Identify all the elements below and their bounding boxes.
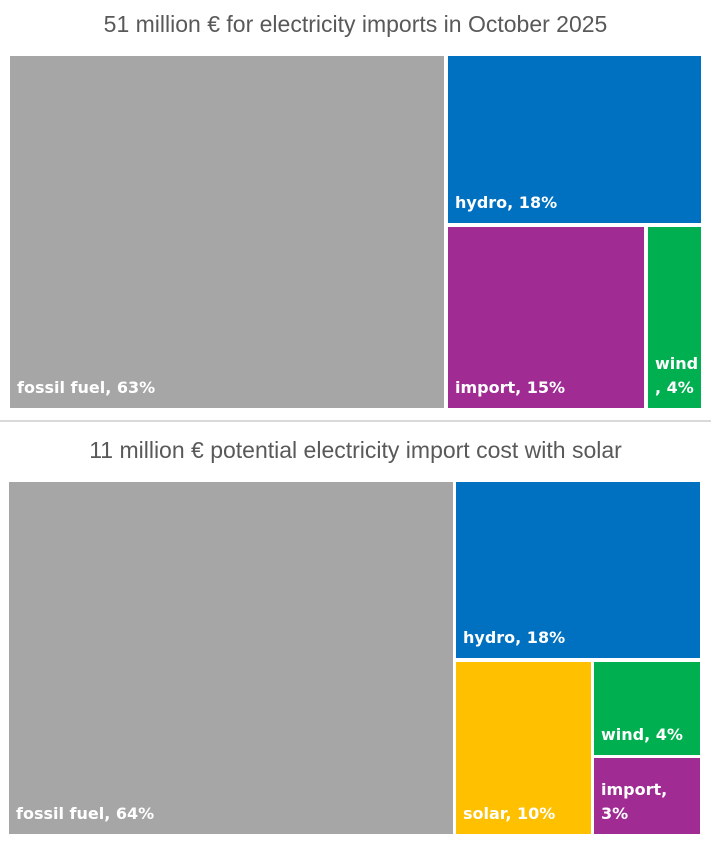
section-divider [0,420,711,422]
chart1-title: 51 million € for electricity imports in … [103,11,608,37]
chart1-label-hydro: hydro, 18% [455,193,558,212]
chart1-label-wind-line2: , 4% [655,378,694,397]
chart1-label-import: import, 15% [455,378,566,397]
chart2-tile-solar: solar, 10% [456,662,591,834]
chart2-tile-import: import, 3% [594,758,700,834]
chart2-label-hydro: hydro, 18% [463,628,566,647]
chart2-label-wind: wind, 4% [601,725,683,744]
chart2-tile-hydro: hydro, 18% [456,482,700,658]
chart1-label-fossil-fuel: fossil fuel, 63% [17,378,156,397]
chart2-label-solar: solar, 10% [463,804,556,823]
chart1-label-wind-line1: wind [655,354,699,373]
chart1-label-wind: wind , 4% [655,352,699,400]
chart2-tile-fossil-fuel: fossil fuel, 64% [9,482,453,834]
chart1-tile-fossil-fuel: fossil fuel, 63% [10,56,444,408]
chart2-title: 11 million € potential electricity impor… [89,437,622,463]
chart1-tile-import: import, 15% [448,227,644,408]
chart2-tile-wind: wind, 4% [594,662,700,755]
chart1-tile-wind: wind , 4% [648,227,701,408]
chart2-label-fossil-fuel: fossil fuel, 64% [16,804,155,823]
chart1-tile-hydro: hydro, 18% [448,56,701,223]
chart2-label-import: import, 3% [601,780,668,823]
